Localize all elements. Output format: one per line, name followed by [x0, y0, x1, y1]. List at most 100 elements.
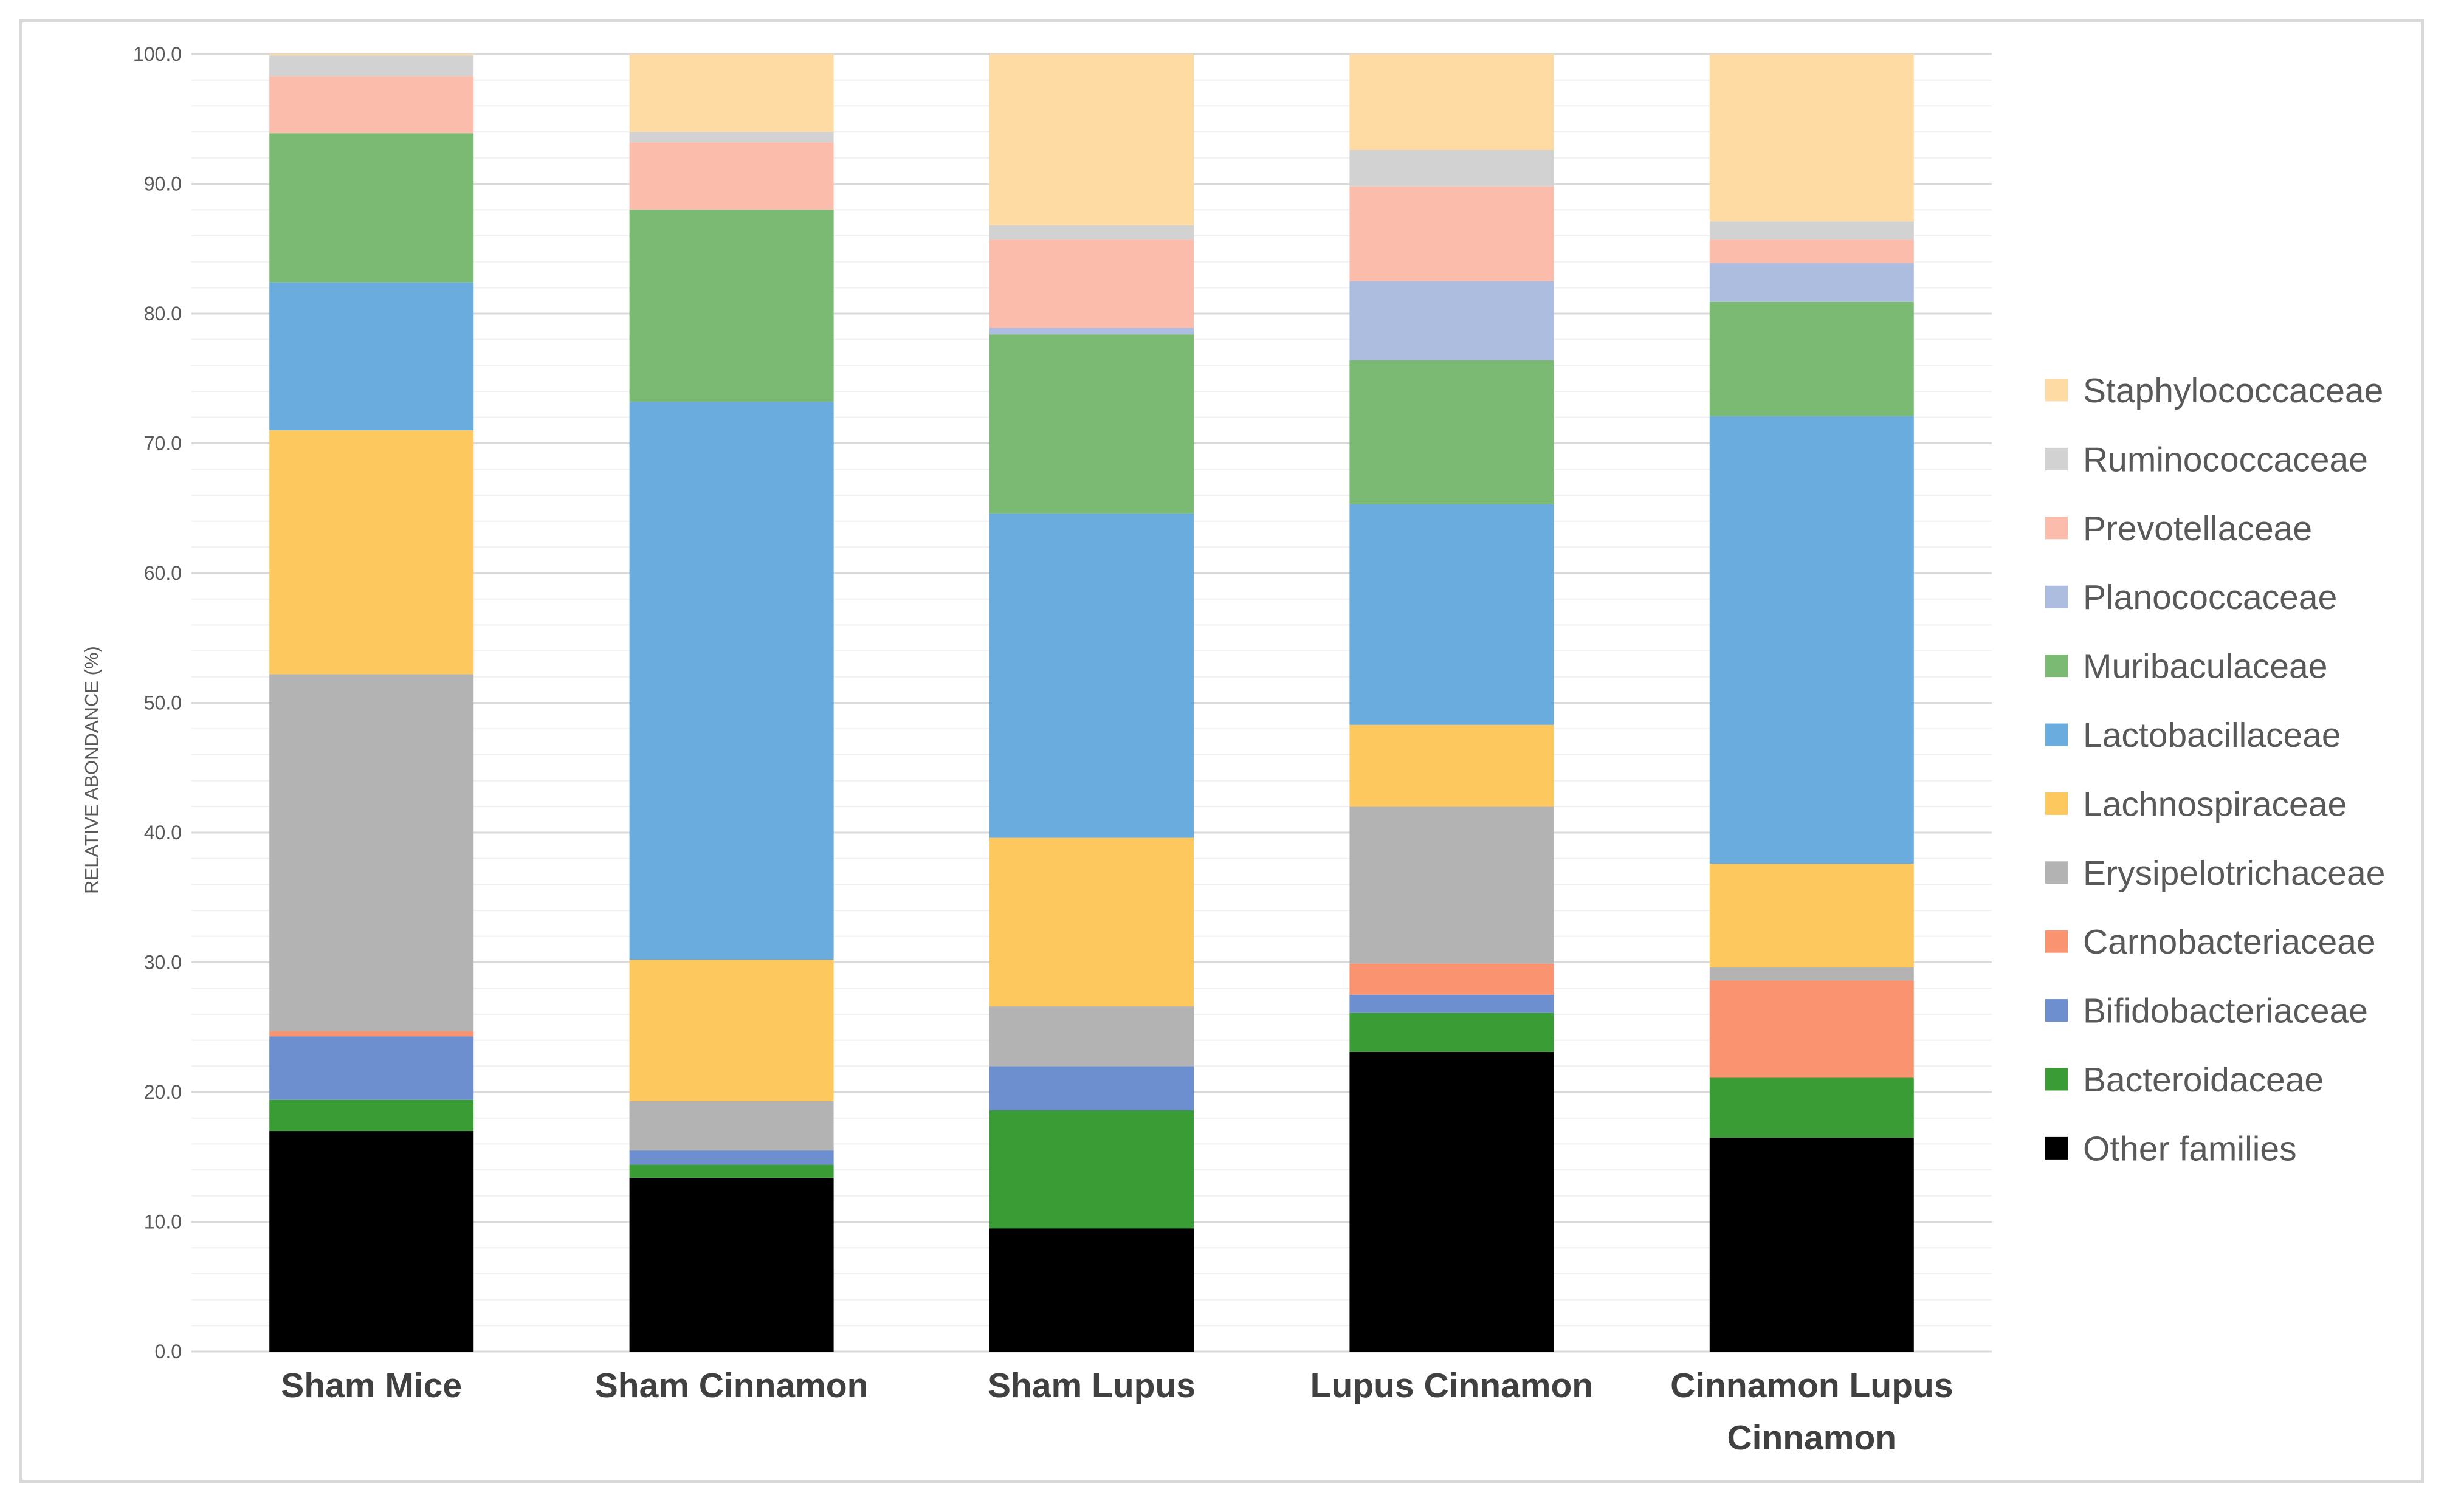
legend-label: Bacteroidaceae — [2083, 1060, 2324, 1099]
x-tick-label: Sham Cinnamon — [595, 1366, 869, 1405]
bar-stack-2 — [629, 54, 834, 1352]
legend-label: Muribaculaceae — [2083, 647, 2327, 686]
bar-stack-1 — [269, 54, 474, 1352]
bar-stack-5 — [1709, 54, 1914, 1352]
legend-swatch — [2045, 517, 2068, 540]
bar-segment — [989, 837, 1194, 1007]
legend-swatch — [2045, 447, 2068, 470]
x-axis-ticks: Sham Mice Sham Cinnamon Sham Lupus Lupus Ci… — [281, 1366, 1953, 1457]
legend-label: Bifidobacteriaceae — [2083, 992, 2368, 1031]
bar-segment — [1349, 724, 1554, 807]
bar-segment — [1349, 994, 1554, 1013]
legend-item: Planococcaceae — [2045, 578, 2337, 617]
bar-segment — [269, 1036, 474, 1100]
bar-segment — [1709, 416, 1914, 864]
legend-swatch — [2045, 723, 2068, 746]
bar-segment — [269, 1031, 474, 1037]
bar-segment — [629, 1164, 834, 1178]
bar-segment — [269, 133, 474, 283]
bar-segment — [629, 1150, 834, 1165]
legend-label: Other families — [2083, 1129, 2297, 1168]
legend-swatch — [2045, 861, 2068, 884]
bar-segment — [1349, 1012, 1554, 1052]
bar-segment — [1709, 1077, 1914, 1138]
y-tick-label: 70.0 — [144, 433, 182, 455]
legend-item: Bacteroidaceae — [2045, 1060, 2324, 1099]
x-tick-label: Sham Mice — [281, 1366, 462, 1405]
bar-segment — [1709, 301, 1914, 416]
legend-item: Bifidobacteriaceae — [2045, 992, 2368, 1031]
bars — [269, 54, 1914, 1352]
bar-segment — [989, 328, 1194, 335]
bar-segment — [989, 1006, 1194, 1067]
legend-swatch — [2045, 930, 2068, 953]
bar-segment — [629, 1177, 834, 1352]
legend-label: Planococcaceae — [2083, 578, 2337, 617]
bar-segment — [1349, 963, 1554, 995]
bar-segment — [1709, 864, 1914, 968]
y-tick-label: 30.0 — [144, 952, 182, 974]
bar-segment — [1709, 980, 1914, 1078]
bar-segment — [629, 54, 834, 132]
legend-label: Prevotellaceae — [2083, 509, 2312, 548]
legend-swatch — [2045, 585, 2068, 608]
x-tick-label: Cinnamon Lupus Cinnamon — [1670, 1366, 1953, 1457]
legend-item: Carnobacteriaceae — [2045, 923, 2376, 961]
stacked-bar-chart: 0.0 10.0 20.0 30.0 40.0 50.0 60.0 70.0 80.0 90.0 1… — [81, 43, 2385, 1457]
bar-segment — [1349, 360, 1554, 504]
legend-item: Lactobacillaceae — [2045, 716, 2341, 755]
legend-item: Erysipelotrichaceae — [2045, 854, 2385, 893]
bar-segment — [989, 1110, 1194, 1229]
chart-frame: 0.0 10.0 20.0 30.0 40.0 50.0 60.0 70.0 80.0 90.0 1… — [19, 19, 2424, 1483]
bar-segment — [269, 76, 474, 134]
y-tick-label: 100.0 — [133, 43, 182, 65]
x-tick-label: Lupus Cinnamon — [1310, 1366, 1593, 1405]
bar-segment — [269, 54, 474, 56]
legend-swatch — [2045, 379, 2068, 402]
bar-segment — [629, 132, 834, 143]
bar-segment — [1709, 1137, 1914, 1352]
bar-segment — [989, 239, 1194, 328]
legend-swatch — [2045, 999, 2068, 1022]
legend: Staphylococcaceae Ruminococcaceae Prevotel… — [2045, 371, 2385, 1168]
legend-label: Ruminococcaceae — [2083, 440, 2368, 479]
bar-segment — [989, 1228, 1194, 1352]
legend-item: Staphylococcaceae — [2045, 371, 2383, 410]
bar-segment — [1349, 54, 1554, 150]
legend-swatch — [2045, 655, 2068, 678]
bar-segment — [1709, 967, 1914, 981]
y-tick-label: 50.0 — [144, 692, 182, 714]
bar-segment — [989, 1066, 1194, 1110]
bar-segment — [269, 430, 474, 675]
y-tick-label: 60.0 — [144, 562, 182, 584]
bar-segment — [269, 1131, 474, 1352]
legend-item: Muribaculaceae — [2045, 647, 2327, 686]
legend-swatch — [2045, 1136, 2068, 1160]
bar-segment — [989, 334, 1194, 514]
bar-segment — [989, 225, 1194, 240]
legend-label: Carnobacteriaceae — [2083, 923, 2376, 961]
bar-segment — [1349, 806, 1554, 964]
legend-item: Ruminococcaceae — [2045, 440, 2368, 479]
legend-item: Lachnospiraceae — [2045, 785, 2347, 823]
legend-swatch — [2045, 1068, 2068, 1091]
y-tick-label: 0.0 — [155, 1341, 182, 1363]
bar-segment — [1709, 239, 1914, 263]
bar-segment — [629, 1101, 834, 1151]
bar-segment — [269, 55, 474, 77]
bar-segment — [989, 513, 1194, 838]
legend-label: Staphylococcaceae — [2083, 371, 2383, 410]
legend-label: Lachnospiraceae — [2083, 785, 2347, 823]
legend-item: Other families — [2045, 1129, 2297, 1168]
bar-segment — [989, 54, 1194, 225]
bar-segment — [269, 282, 474, 431]
bar-segment — [1349, 149, 1554, 187]
y-tick-label: 40.0 — [144, 822, 182, 844]
bar-stack-3 — [989, 54, 1194, 1352]
x-tick-label: Sham Lupus — [988, 1366, 1196, 1405]
y-axis-ticks: 0.0 10.0 20.0 30.0 40.0 50.0 60.0 70.0 80.0 90.0 1… — [133, 43, 182, 1363]
bar-segment — [629, 960, 834, 1101]
y-tick-label: 90.0 — [144, 173, 182, 195]
bar-segment — [1349, 186, 1554, 281]
bar-segment — [1349, 281, 1554, 360]
